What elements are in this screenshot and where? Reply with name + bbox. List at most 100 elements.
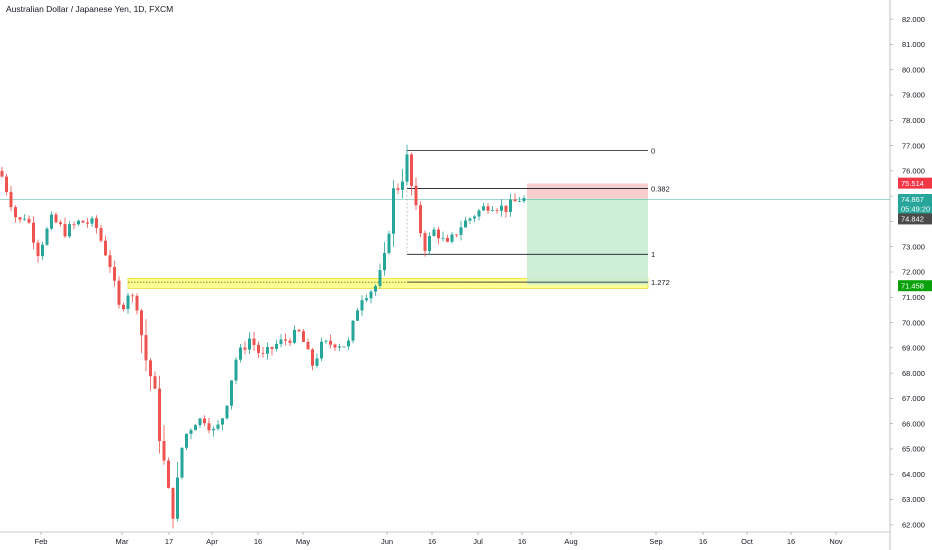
candle-body [279, 339, 283, 344]
candle-body [131, 295, 134, 297]
candle-body [401, 181, 404, 190]
candle-body [320, 341, 323, 359]
candle-body [423, 233, 427, 251]
candle-body [522, 198, 526, 202]
candle-body [158, 388, 161, 441]
candle-body [356, 310, 359, 321]
candle-body [153, 376, 157, 389]
candle-body [50, 214, 53, 229]
candle-body [486, 206, 490, 211]
candle-body [185, 433, 188, 448]
candle-body [113, 267, 116, 281]
candle-body [324, 340, 328, 342]
candle-body [261, 353, 265, 354]
candle-body [216, 424, 220, 429]
candle-body [45, 228, 49, 245]
x-tick-label: 16 [699, 537, 707, 546]
candle-body [230, 380, 233, 406]
candle-body [117, 280, 121, 305]
y-tick-label: 80.000 [902, 65, 925, 74]
candle-body [414, 185, 418, 206]
x-tick-label: 16 [428, 537, 436, 546]
candle-body [468, 218, 472, 221]
candle-body [392, 188, 395, 234]
candle-body [243, 347, 247, 350]
x-tick-label: Aug [564, 537, 577, 546]
candle-body [126, 295, 130, 310]
candle-body [257, 344, 260, 354]
y-tick-label: 64.000 [902, 470, 925, 479]
price-tag-label: 74.842 [901, 215, 924, 224]
candle-body [171, 487, 175, 519]
candle-body [455, 234, 458, 236]
candle-body [437, 229, 440, 239]
candle-body [86, 222, 89, 224]
candle-body [374, 285, 377, 292]
price-tag-label: 05:49:20 [901, 205, 930, 214]
candle-body [441, 237, 445, 239]
take-profit-zone [527, 198, 648, 285]
candle-body [203, 418, 206, 424]
fib-level-label: 1 [651, 250, 655, 259]
candle-body [23, 218, 26, 220]
candle-body [275, 343, 278, 349]
y-tick-label: 67.000 [902, 394, 925, 403]
x-tick-label: 16 [518, 537, 526, 546]
y-tick-label: 62.000 [902, 521, 925, 530]
candle-body [432, 229, 436, 236]
candle-body [410, 154, 413, 186]
fib-level-label: 0.382 [651, 184, 670, 193]
price-tag-label: 74.867 [901, 195, 924, 204]
candle-body [518, 201, 521, 202]
candle-body [239, 347, 242, 360]
candle-body [509, 199, 512, 212]
candle-body [63, 224, 67, 237]
candle-body [473, 216, 476, 219]
candle-body [248, 338, 251, 350]
y-tick-label: 71.000 [902, 293, 925, 302]
candle-body [315, 358, 319, 366]
candle-body [491, 210, 494, 212]
candle-body [225, 405, 229, 419]
x-tick-label: Oct [741, 537, 754, 546]
candle-body [9, 192, 13, 208]
candle-body [396, 188, 400, 190]
candle-body [72, 224, 76, 225]
x-tick-label: May [296, 537, 310, 546]
candle-body [41, 244, 44, 257]
y-tick-label: 78.000 [902, 116, 925, 125]
candle-body [32, 222, 35, 243]
candle-body [234, 359, 238, 381]
candle-body [383, 253, 386, 271]
chart-title: Australian Dollar / Japanese Yen, 1D, FX… [6, 4, 174, 14]
candle-body [360, 300, 364, 311]
candle-body [14, 207, 17, 218]
price-tag [898, 203, 932, 215]
candle-body [194, 425, 197, 431]
candle-body [446, 237, 449, 242]
candle-body [513, 199, 517, 202]
candle-body [284, 339, 287, 341]
price-tag [898, 280, 932, 292]
y-tick-label: 70.000 [902, 318, 925, 327]
fib-level-label: 0 [651, 146, 655, 155]
candle-body [333, 344, 337, 348]
candle-body [329, 340, 332, 345]
candle-body [167, 460, 170, 488]
candle-body [338, 346, 341, 348]
y-tick-label: 65.000 [902, 445, 925, 454]
candle-body [5, 176, 8, 193]
y-tick-label: 68.000 [902, 369, 925, 378]
y-tick-label: 66.000 [902, 419, 925, 428]
candle-body [482, 206, 485, 211]
candle-body [189, 430, 193, 434]
y-tick-label: 82.000 [902, 15, 925, 24]
candle-body [59, 222, 62, 225]
candle-body [252, 338, 256, 345]
candle-body [176, 477, 179, 519]
candle-body [347, 340, 350, 347]
y-tick-label: 79.000 [902, 91, 925, 100]
stop-loss-zone [527, 183, 648, 199]
x-tick-label: 16 [787, 537, 795, 546]
